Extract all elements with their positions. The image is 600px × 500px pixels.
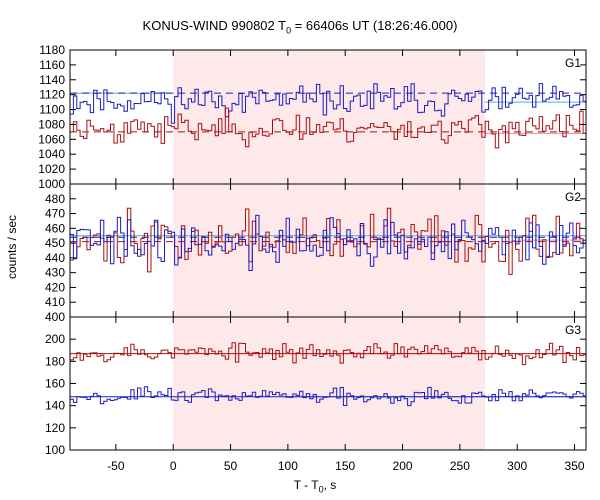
x-tick-label: 50: [224, 459, 238, 473]
y-tick-label: 1040: [38, 147, 65, 161]
y-tick-label: 1100: [39, 103, 65, 117]
y-tick-label: 200: [45, 332, 65, 346]
y-tick-label: 480: [45, 192, 65, 206]
series-red-step-curve: [70, 207, 586, 275]
y-tick-label: 1180: [39, 43, 65, 57]
x-tick-label: 200: [393, 459, 413, 473]
y-tick-label: 1020: [38, 162, 65, 176]
x-tick-label: 250: [450, 459, 470, 473]
y-tick-label: 120: [45, 421, 65, 435]
panel-g3: 100 120 140 160 180 200 G3: [45, 316, 587, 457]
y-tick-label: 160: [45, 377, 65, 391]
x-tick-label: 350: [565, 459, 585, 473]
series-red-step-curve: [70, 342, 586, 366]
y-tick-label: 1080: [38, 117, 65, 131]
panel-label: G1: [565, 56, 581, 70]
y-tick-label: 460: [45, 221, 65, 235]
x-tick-label: 0: [170, 459, 177, 473]
x-tick-label: 150: [335, 459, 355, 473]
series-blue-step-curve: [70, 214, 586, 271]
y-tick-label: 450: [45, 236, 65, 250]
series-red-step-curve: [70, 107, 586, 149]
y-tick-label: 440: [45, 251, 65, 265]
panel-label: G2: [565, 190, 581, 204]
panel-label: G3: [565, 323, 581, 337]
x-axis-label: T - T0, s: [293, 478, 337, 495]
panel-plot: [70, 342, 586, 407]
y-tick-label: 100: [45, 443, 65, 457]
y-tick-label: 1140: [39, 73, 65, 87]
y-tick-label: 1120: [39, 88, 65, 102]
x-tick-label: 300: [507, 459, 527, 473]
chart-title: KONUS-WIND 990802 T0 = 66406s UT (18:26:…: [142, 18, 458, 36]
x-tick-label: -50: [107, 459, 125, 473]
y-tick-label: 430: [45, 266, 65, 280]
y-tick-label: 400: [45, 310, 65, 324]
panel-plot: [70, 207, 586, 275]
series-blue-step-curve: [70, 83, 586, 124]
y-tick-label: 140: [45, 399, 65, 413]
y-tick-label: 180: [45, 354, 65, 368]
y-tick-label: 470: [45, 207, 65, 221]
y-tick-label: 420: [45, 280, 65, 294]
y-tick-label: 1060: [38, 132, 65, 146]
panel-plot: [70, 83, 586, 149]
y-tick-label: 1000: [38, 177, 65, 191]
y-tick-label: 1160: [39, 58, 65, 72]
x-tick-label: 100: [278, 459, 298, 473]
y-tick-label: 410: [45, 295, 65, 309]
panel-g1: 1000102010401060108011001120114011601180…: [38, 43, 587, 191]
